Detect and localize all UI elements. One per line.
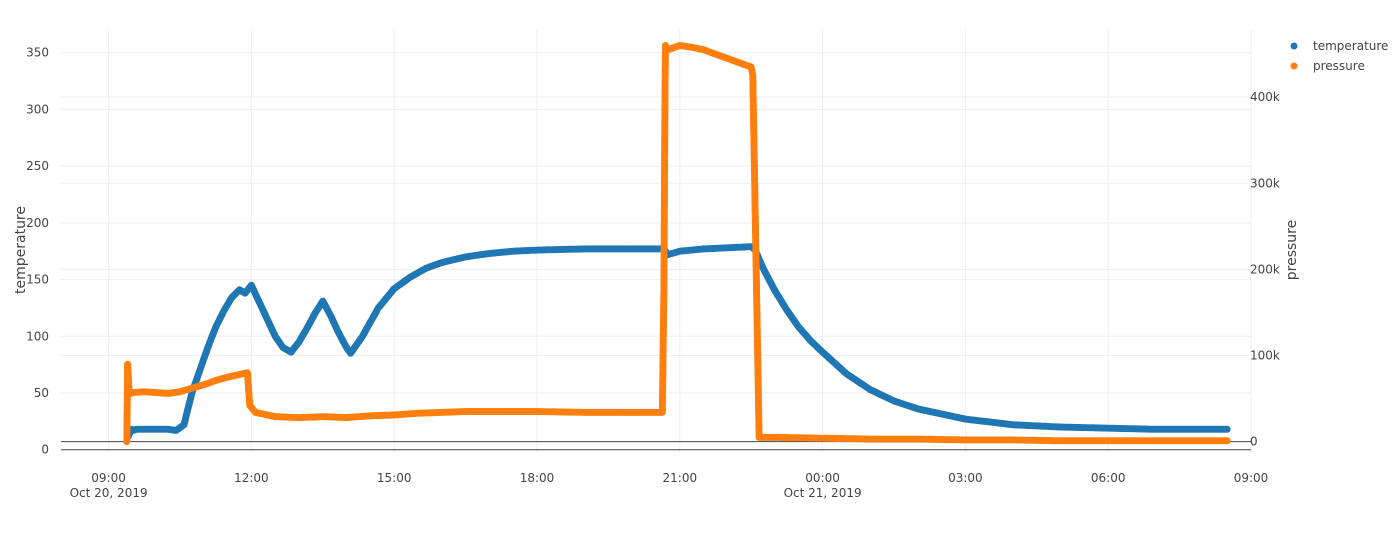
x-tick-date-label: Oct 21, 2019 (784, 486, 862, 500)
y-left-axis-title: temperature (13, 206, 29, 294)
y-right-axis-ticks: 0 100k 200k 300k 400k (1250, 90, 1280, 448)
y-left-tick-label: 150 (26, 273, 49, 287)
data-point-pressure[interactable] (1223, 437, 1231, 445)
legend-item-temperature[interactable]: temperature (1290, 39, 1389, 53)
x-tick-label: 09:00 (91, 471, 126, 485)
y-left-axis-ticks: 0 50 100 150 200 250 300 350 (26, 46, 49, 457)
data-layer (123, 42, 1231, 446)
y-left-tick-label: 0 (41, 443, 49, 457)
y-right-axis-title: pressure (1284, 220, 1300, 280)
x-tick-label: 12:00 (234, 471, 269, 485)
x-tick-label: 00:00 (805, 471, 840, 485)
data-point-temperature[interactable] (1223, 425, 1231, 433)
x-tick-label: 06:00 (1091, 471, 1126, 485)
x-tick-label: 15:00 (377, 471, 412, 485)
y-left-tick-label: 250 (26, 159, 49, 173)
y-right-tick-label: 100k (1250, 349, 1280, 363)
y-left-tick-label: 200 (26, 216, 49, 230)
legend-marker-temperature (1290, 42, 1298, 50)
series-temperature (124, 243, 1231, 440)
x-tick-label: 03:00 (948, 471, 983, 485)
y-left-tick-label: 300 (26, 102, 49, 116)
y-left-tick-label: 50 (34, 386, 49, 400)
x-tick-label: 18:00 (520, 471, 555, 485)
x-tick-date-label: Oct 20, 2019 (70, 486, 148, 500)
y-right-tick-label: 300k (1250, 176, 1280, 190)
series-pressure (123, 42, 1231, 446)
legend-item-pressure[interactable]: pressure (1290, 59, 1365, 73)
legend-label-temperature: temperature (1313, 39, 1388, 53)
x-tick-label: 09:00 (1234, 471, 1269, 485)
legend[interactable]: temperature pressure (1290, 39, 1389, 73)
y-left-tick-label: 350 (26, 46, 49, 60)
y-right-tick-label: 200k (1250, 262, 1280, 276)
y-right-tick-label: 400k (1250, 90, 1280, 104)
legend-label-pressure: pressure (1313, 59, 1365, 73)
y-right-tick-label: 0 (1250, 435, 1258, 449)
x-tick-label: 21:00 (663, 471, 698, 485)
grid-layer (61, 30, 1252, 452)
legend-marker-pressure (1290, 62, 1298, 70)
y-left-tick-label: 100 (26, 329, 49, 343)
